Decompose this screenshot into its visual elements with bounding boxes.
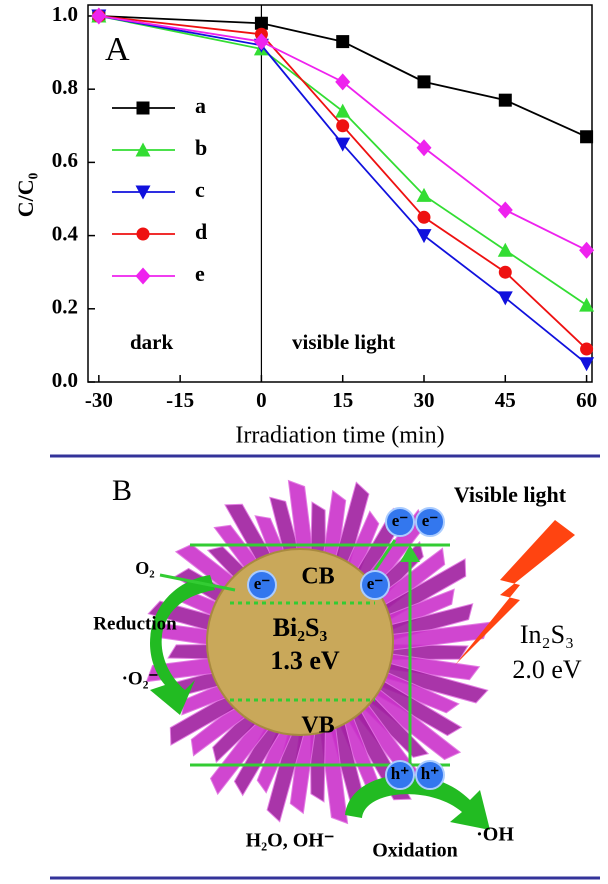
- y-tick-label: 0.0: [52, 368, 78, 392]
- marker: [416, 139, 432, 157]
- series-line: [98, 15, 587, 252]
- marker: [497, 242, 513, 257]
- marker: [254, 16, 268, 30]
- marker: [336, 35, 350, 49]
- marker: [253, 33, 269, 51]
- diagram-label: 2.0 eV: [512, 655, 582, 684]
- diagram-label: VB: [301, 713, 334, 739]
- marker: [579, 357, 595, 372]
- y-axis-label: C/C₀: [13, 172, 38, 217]
- y-tick-label: 0.4: [52, 221, 79, 245]
- plot-frame: [87, 4, 593, 383]
- marker: [580, 130, 594, 144]
- diagram-label: Oxidation: [372, 840, 458, 862]
- legend-label: d: [195, 219, 207, 244]
- marker: [579, 241, 595, 259]
- charge: [385, 507, 415, 537]
- marker: [497, 201, 513, 219]
- diagram-label: CB: [301, 564, 334, 590]
- diagram-label: In₂S₃: [520, 620, 574, 649]
- band-line: [373, 539, 397, 571]
- marker: [580, 342, 594, 356]
- marker: [136, 227, 150, 241]
- oxidation-arrow: [345, 774, 490, 830]
- marker: [135, 185, 151, 200]
- series-line: [98, 15, 587, 138]
- diagram-label: Bi₂S₃: [273, 613, 328, 642]
- diagram-label: ·O₂⁻: [122, 668, 159, 689]
- marker: [335, 137, 351, 152]
- series-line: [98, 15, 588, 365]
- charge-label: e⁻: [367, 574, 384, 593]
- x-tick-label: 60: [576, 388, 597, 412]
- x-tick-label: 30: [414, 388, 435, 412]
- marker: [417, 75, 431, 89]
- lightning: [455, 520, 575, 665]
- o2-arrow: [159, 573, 236, 592]
- charge: [247, 570, 277, 600]
- x-tick-label: 0: [256, 388, 267, 412]
- charge: [385, 760, 415, 790]
- diagram-label: Reduction: [93, 613, 177, 634]
- diagram-label: ·OH: [476, 824, 514, 846]
- charge: [415, 507, 445, 537]
- marker: [135, 142, 151, 157]
- marker: [498, 93, 512, 107]
- charge-label: e⁻: [392, 511, 409, 530]
- legend-label: b: [195, 135, 207, 160]
- y-tick-label: 1.0: [52, 2, 78, 26]
- marker: [497, 291, 513, 306]
- marker: [416, 187, 432, 202]
- panel-label: A: [105, 31, 130, 68]
- marker: [136, 101, 150, 115]
- charge-label: h⁺: [391, 764, 409, 783]
- marker: [335, 73, 351, 91]
- series-line: [98, 15, 588, 350]
- marker: [417, 210, 431, 224]
- charge-label: e⁻: [422, 511, 439, 530]
- marker: [91, 7, 107, 25]
- marker: [335, 103, 351, 118]
- marker: [135, 267, 151, 285]
- diagram-label: 1.3 eV: [270, 646, 340, 675]
- charge-label: e⁻: [254, 574, 271, 593]
- y-tick-label: 0.8: [52, 75, 78, 99]
- panel-label: B: [112, 474, 132, 507]
- charge: [360, 570, 390, 600]
- legend-label: a: [195, 93, 206, 118]
- y-tick-label: 0.2: [52, 295, 78, 319]
- legend-label: c: [195, 177, 205, 202]
- x-tick-label: -15: [166, 388, 194, 412]
- annotation: visible light: [292, 330, 395, 354]
- x-tick-label: 15: [332, 388, 353, 412]
- marker: [498, 265, 512, 279]
- diagram-label: Visible light: [454, 482, 567, 507]
- x-tick-label: 45: [495, 388, 516, 412]
- annotation: dark: [130, 330, 174, 354]
- x-axis-label: Irradiation time (min): [235, 423, 444, 449]
- diagram-label: O₂: [135, 558, 154, 578]
- charge-label: h⁺: [421, 764, 439, 783]
- x-tick-label: -30: [85, 388, 113, 412]
- y-tick-label: 0.6: [52, 148, 78, 172]
- legend-label: e: [195, 261, 205, 286]
- marker: [416, 229, 432, 244]
- reduction-arrow: [150, 575, 215, 715]
- marker: [579, 297, 595, 312]
- arrow-head: [400, 545, 420, 562]
- charge: [415, 760, 445, 790]
- marker: [336, 119, 350, 133]
- series-line: [98, 15, 588, 306]
- diagram: B Visible light O₂ Reduction ·O₂⁻ CB Bi₂S₃ 1.3…: [93, 474, 582, 862]
- diagram-label: H₂O, OH⁻: [246, 830, 335, 852]
